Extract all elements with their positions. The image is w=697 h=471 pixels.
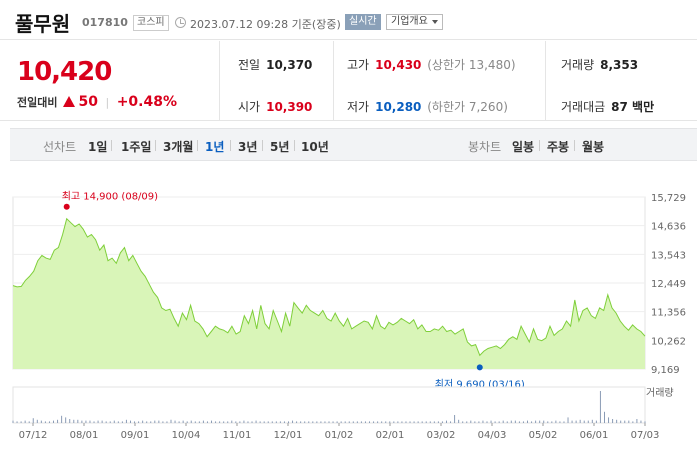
x-tick-label: 07/03 — [631, 430, 660, 441]
tab-1y[interactable]: 1년 — [205, 140, 225, 154]
diff-percent: +0.48% — [116, 94, 177, 110]
y-tick-label: 11,356 — [651, 308, 686, 319]
divider — [262, 140, 263, 151]
price-chart-svg: 15,729 14,636 13,543 12,449 11,356 10,262 9,16… — [12, 191, 686, 441]
tab-10y[interactable]: 10년 — [301, 140, 329, 154]
x-tick-label: 06/01 — [580, 430, 609, 441]
open-price: 시가 10,390 — [238, 98, 312, 115]
current-price: 10,420 — [17, 57, 112, 87]
price-area — [13, 218, 645, 369]
prev-close-value: 10,370 — [266, 58, 313, 72]
company-info-select-label: 기업개요 — [391, 16, 428, 27]
divider: | — [105, 96, 110, 109]
high-label: 고가 — [347, 58, 370, 72]
high-value: 10,430 — [375, 58, 422, 72]
volume-label: 거래량 — [646, 387, 674, 399]
x-tick-label: 10/04 — [172, 430, 201, 441]
line-chart-label: 선차트 — [43, 140, 77, 154]
market-badge: 코스피 — [133, 15, 169, 31]
tab-3m[interactable]: 3개월 — [163, 140, 194, 154]
trade-amount-value: 87 백만 — [611, 100, 655, 114]
x-tick-label: 07/12 — [19, 430, 48, 441]
high-marker — [63, 203, 70, 210]
x-tick-label: 02/01 — [376, 430, 405, 441]
stock-name: 풀무원 — [15, 12, 71, 36]
quote-panel: 10,420 전일대비 50 | +0.48% 전일 10,370 시가 10,39… — [0, 41, 697, 121]
prev-close: 전일 10,370 — [238, 56, 312, 73]
volume: 거래량 8,353 — [561, 56, 638, 73]
price-chart: 15,729 14,636 13,543 12,449 11,356 10,262 9,16… — [0, 180, 697, 471]
diff-label: 전일대비 — [17, 96, 58, 109]
price-line — [12, 217, 646, 357]
stock-code: 017810 — [82, 16, 128, 29]
high-price: 고가 10,430 (상한가 13,480) — [347, 56, 516, 73]
prev-close-label: 전일 — [238, 58, 261, 72]
y-tick-label: 12,449 — [651, 279, 686, 290]
open-value: 10,390 — [266, 100, 313, 114]
chevron-down-icon — [431, 20, 438, 24]
x-tick-label: 05/02 — [529, 430, 558, 441]
x-tick-label: 11/01 — [223, 430, 252, 441]
tab-5y[interactable]: 5년 — [270, 140, 290, 154]
volume-area — [12, 386, 646, 424]
company-info-select[interactable]: 기업개요 — [386, 14, 443, 30]
x-tick-label: 04/03 — [478, 430, 507, 441]
high-annotation: 최고 14,900 (08/09) — [62, 191, 158, 203]
x-tick-label: 08/01 — [70, 430, 99, 441]
volume-label: 거래량 — [561, 58, 595, 72]
low-value: 10,280 — [375, 100, 422, 114]
low-price: 저가 10,280 (하한가 7,260) — [347, 98, 508, 115]
trade-amount-label: 거래대금 — [561, 100, 606, 114]
candle-chart-label: 봉차트 — [468, 140, 502, 154]
trade-amount: 거래대금 87 백만 — [561, 98, 654, 115]
tab-weekly[interactable]: 주봉 — [547, 140, 570, 154]
y-tick-label: 13,543 — [651, 250, 686, 261]
diff-amount: 50 — [78, 94, 98, 110]
low-label: 저가 — [347, 100, 370, 114]
column-divider — [333, 41, 334, 121]
x-tick-label: 01/02 — [325, 430, 354, 441]
tab-3y[interactable]: 3년 — [238, 140, 258, 154]
x-tick-label: 09/01 — [121, 430, 150, 441]
low-marker — [476, 364, 483, 371]
divider — [230, 140, 231, 151]
period-tabs: 선차트 1일 1주일 3개월 1년 3년 5년 10년 봉차트 일봉 주봉 월봉 — [10, 128, 697, 161]
tab-1w[interactable]: 1주일 — [121, 140, 152, 154]
clock-icon — [175, 17, 186, 28]
x-tick-label: 12/01 — [274, 430, 303, 441]
y-tick-label: 14,636 — [651, 222, 686, 233]
tab-monthly[interactable]: 월봉 — [582, 140, 605, 154]
y-tick-label: 9,169 — [651, 365, 680, 376]
price-change: 전일대비 50 | +0.48% — [17, 94, 177, 110]
up-arrow-icon — [62, 96, 75, 107]
y-tick-label: 10,262 — [651, 336, 686, 347]
y-tick-label: 15,729 — [651, 193, 686, 204]
divider — [197, 140, 198, 151]
upper-limit: (상한가 13,480) — [427, 58, 516, 72]
tab-1d[interactable]: 1일 — [88, 140, 108, 154]
divider — [574, 140, 575, 151]
x-tick-label: 03/02 — [427, 430, 456, 441]
column-divider — [545, 41, 546, 121]
stock-header: 풀무원 017810 코스피 2023.07.12 09:28 기준(장중) 실… — [0, 0, 697, 40]
divider — [155, 140, 156, 151]
lower-limit: (하한가 7,260) — [427, 100, 508, 114]
divider — [111, 140, 112, 151]
timestamp: 2023.07.12 09:28 기준(장중) — [190, 18, 341, 31]
open-label: 시가 — [238, 100, 261, 114]
tab-daily[interactable]: 일봉 — [512, 140, 535, 154]
divider — [294, 140, 295, 151]
volume-value: 8,353 — [600, 58, 639, 72]
divider — [539, 140, 540, 151]
realtime-button[interactable]: 실시간 — [345, 14, 381, 30]
price-box: 10,420 전일대비 50 | +0.48% — [0, 41, 220, 121]
